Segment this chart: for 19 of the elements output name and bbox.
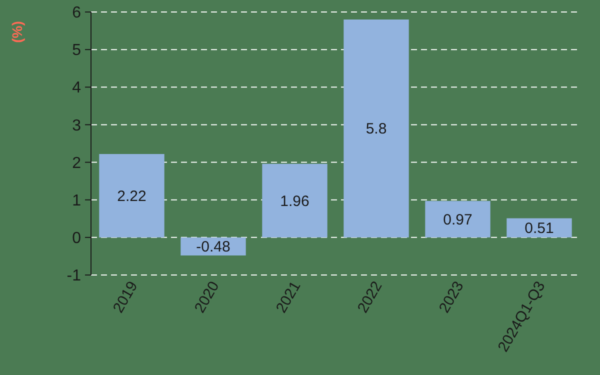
y-tick-label: 4 (72, 80, 82, 97)
y-tick-label: 0 (72, 230, 82, 248)
data-label: 0.51 (524, 220, 554, 238)
bar (425, 200, 490, 238)
y-tick-label: -1 (66, 268, 82, 285)
y-tick-label: 6 (72, 4, 82, 22)
y-tick-label: 5 (72, 42, 82, 60)
bar (344, 20, 409, 238)
data-label: 0.97 (443, 211, 472, 228)
y-tick-label: 3 (72, 117, 82, 134)
data-label: -0.48 (196, 238, 230, 256)
data-label: 5.8 (366, 120, 387, 138)
bar (262, 164, 328, 238)
data-label: 2.22 (117, 188, 146, 205)
y-axis-title: (%) (9, 21, 25, 43)
bar (99, 154, 164, 238)
data-label: 1.96 (280, 192, 310, 210)
y-tick-label: 1 (72, 192, 82, 210)
y-tick-label: 2 (72, 154, 82, 172)
